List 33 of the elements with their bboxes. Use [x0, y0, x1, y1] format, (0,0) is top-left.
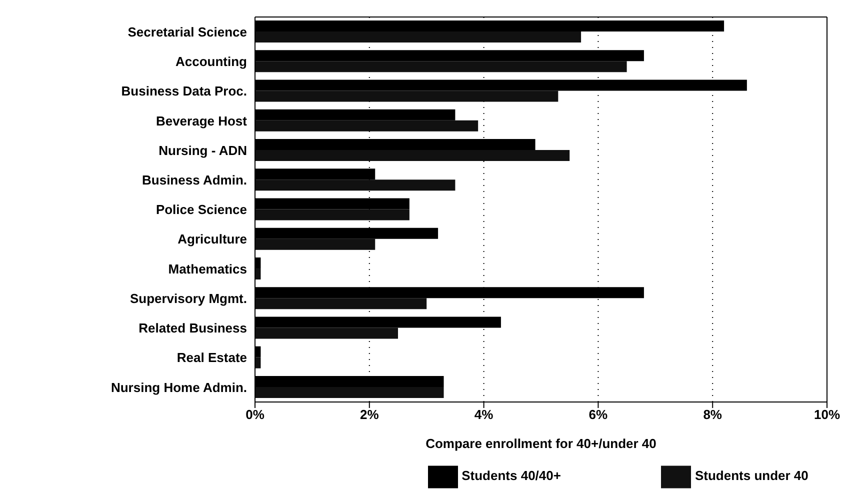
bar: [255, 32, 582, 43]
x-tick-label: 4%: [474, 407, 494, 422]
bar: [255, 90, 558, 102]
bar: [255, 238, 376, 250]
bar: [255, 386, 444, 398]
y-tick-label: Related Business: [138, 320, 247, 336]
bar: [255, 328, 398, 339]
y-tick-label: Beverage Host: [156, 113, 248, 128]
x-axis-title: Compare enrollment for 40+/under 40: [426, 436, 656, 451]
y-tick-label: Nursing Home Admin.: [110, 380, 247, 395]
bar: [255, 120, 478, 132]
x-tick-label: 10%: [814, 407, 840, 422]
bar: [255, 209, 410, 220]
y-tick-label: Real Estate: [176, 350, 247, 366]
x-tick-label: 6%: [588, 407, 608, 422]
bar: [255, 180, 456, 191]
y-tick-label: Nursing - ADN: [158, 142, 247, 158]
legend-label: Students 40/40+: [462, 468, 561, 484]
y-tick-label: Agriculture: [178, 232, 247, 247]
y-tick-label: Secretarial Science: [128, 24, 247, 40]
y-tick-label: Business Admin.: [142, 172, 247, 188]
y-tick-label: Supervisory Mgmt.: [130, 290, 247, 306]
bar: [255, 61, 627, 72]
x-tick-label: 8%: [703, 407, 722, 422]
x-tick-label: 2%: [360, 407, 380, 422]
y-tick-label: Business Data Proc.: [121, 84, 247, 99]
y-tick-label: Accounting: [176, 54, 248, 70]
bar: [255, 150, 570, 162]
y-tick-label: Mathematics: [168, 261, 247, 276]
legend-label: Students under 40: [694, 468, 808, 484]
x-tick-label: 0%: [246, 407, 265, 422]
y-tick-label: Police Science: [156, 202, 247, 218]
bar: [255, 298, 427, 310]
